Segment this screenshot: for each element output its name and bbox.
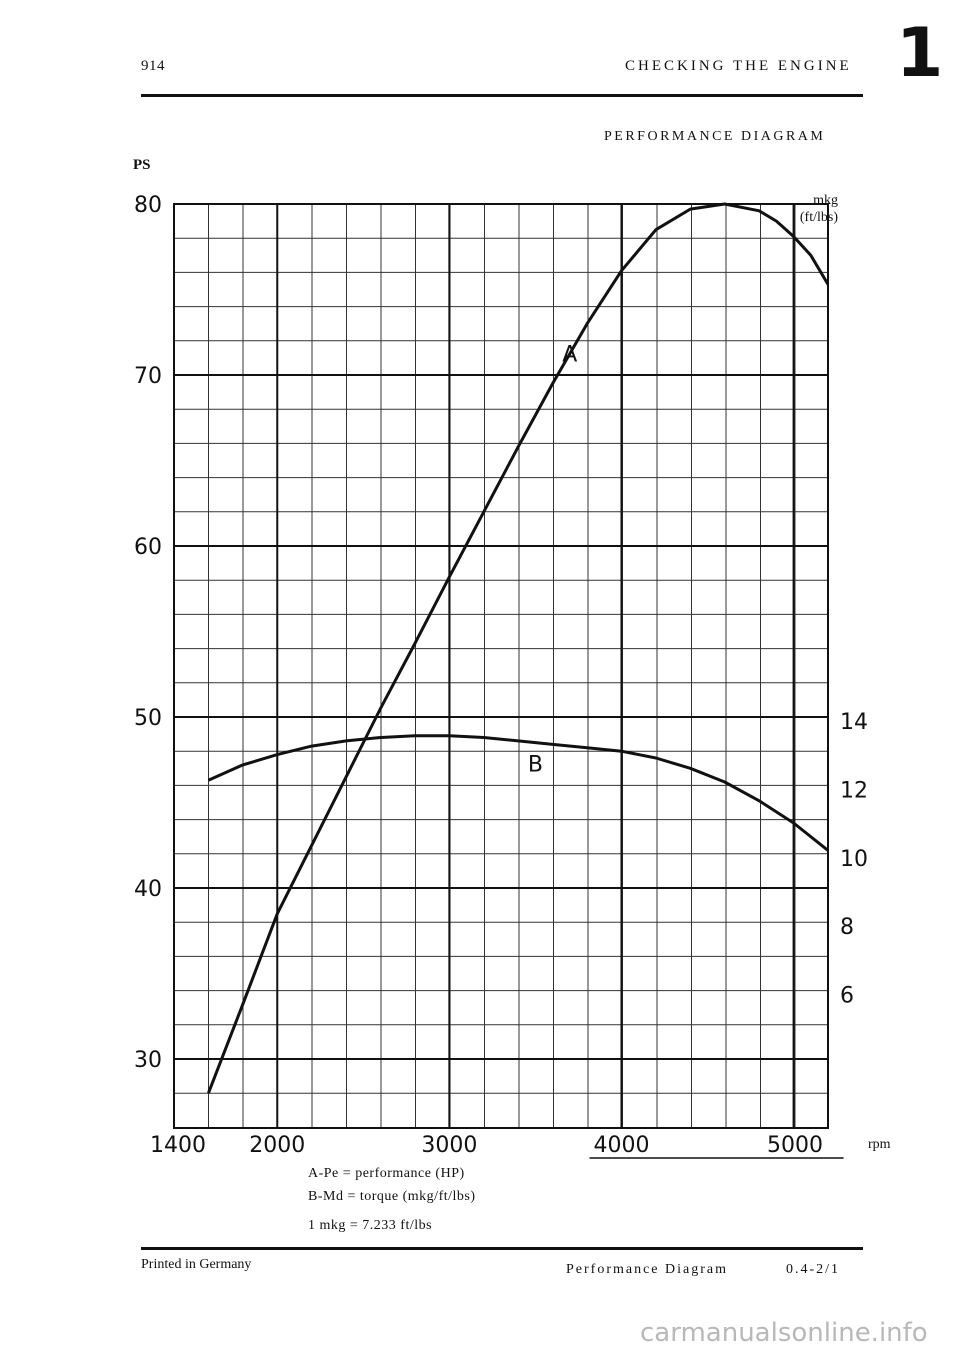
section-title: CHECKING THE ENGINE (625, 58, 852, 74)
x-tick-label: 1400 (150, 1133, 206, 1158)
y-right-tick-label: 10 (840, 847, 868, 872)
y-left-unit-label: PS (133, 157, 151, 173)
diagram-title: PERFORMANCE DIAGRAM (604, 129, 826, 144)
y-right-tick-labels: 14 12 10 8 6 (840, 710, 868, 1009)
y-right-tick-label: 6 (840, 984, 854, 1009)
footer-page-title: Performance Diagram (566, 1262, 728, 1277)
series-group (207, 202, 830, 1094)
x-tick-label: 2000 (249, 1133, 305, 1158)
y-right-tick-label: 8 (840, 915, 854, 940)
legend-text-conv: 7.233 ft/lbs (362, 1218, 433, 1233)
x-unit-label: rpm (868, 1137, 891, 1152)
curve-label-a: A (562, 342, 577, 367)
legend-text-a: performance (HP) (355, 1166, 465, 1181)
y-left-tick-label: 30 (134, 1048, 162, 1073)
x-tick-labels: 1400 2000 3000 4000 5000 (150, 1133, 823, 1158)
model-number: 914 (141, 58, 165, 74)
x-tick-label: 5000 (767, 1133, 823, 1158)
y-left-tick-label: 80 (134, 193, 162, 218)
y-left-tick-label: 60 (134, 535, 162, 560)
footer-page-code: 0.4-2/1 (786, 1262, 841, 1277)
plot-frame (173, 203, 829, 1129)
legend-text-b: torque (mkg/ft/lbs) (359, 1189, 476, 1204)
footer-rule (141, 1247, 863, 1250)
y-left-tick-label: 70 (134, 364, 162, 389)
legend-key-b: B-Md (308, 1189, 344, 1204)
x-tick-label: 3000 (421, 1133, 477, 1158)
legend-eq-conv: = (349, 1218, 363, 1233)
legend-eq-a: = (342, 1166, 356, 1181)
legend-key-conv: 1 mkg (308, 1218, 346, 1233)
x-tick-label: 4000 (593, 1133, 649, 1158)
series-b-line (207, 734, 829, 852)
legend-item-b: B-Md = torque (mkg/ft/lbs) (308, 1189, 476, 1205)
grid-minor (174, 204, 828, 1128)
curve-labels: AB (528, 342, 577, 777)
legend-conversion: 1 mkg = 7.233 ft/lbs (308, 1218, 432, 1234)
legend-eq-b: = (347, 1189, 360, 1204)
y-right-tick-label: 12 (840, 778, 868, 803)
legend-item-a: A-Pe = performance (HP) (308, 1166, 465, 1182)
chapter-number: 1 (896, 14, 944, 93)
y-left-tick-label: 40 (134, 877, 162, 902)
watermark: carmanualsonline.info (640, 1318, 928, 1348)
grid-major (173, 203, 828, 1128)
y-left-tick-labels: 80 70 60 50 40 30 (134, 193, 162, 1073)
header-rule (141, 94, 863, 97)
legend-key-a: A-Pe (308, 1166, 339, 1181)
series-a-line (207, 202, 830, 1094)
y-left-tick-label: 50 (134, 706, 162, 731)
printed-note: Printed in Germany (141, 1257, 252, 1272)
y-right-tick-label: 14 (840, 710, 868, 735)
curve-label-b: B (528, 753, 543, 778)
